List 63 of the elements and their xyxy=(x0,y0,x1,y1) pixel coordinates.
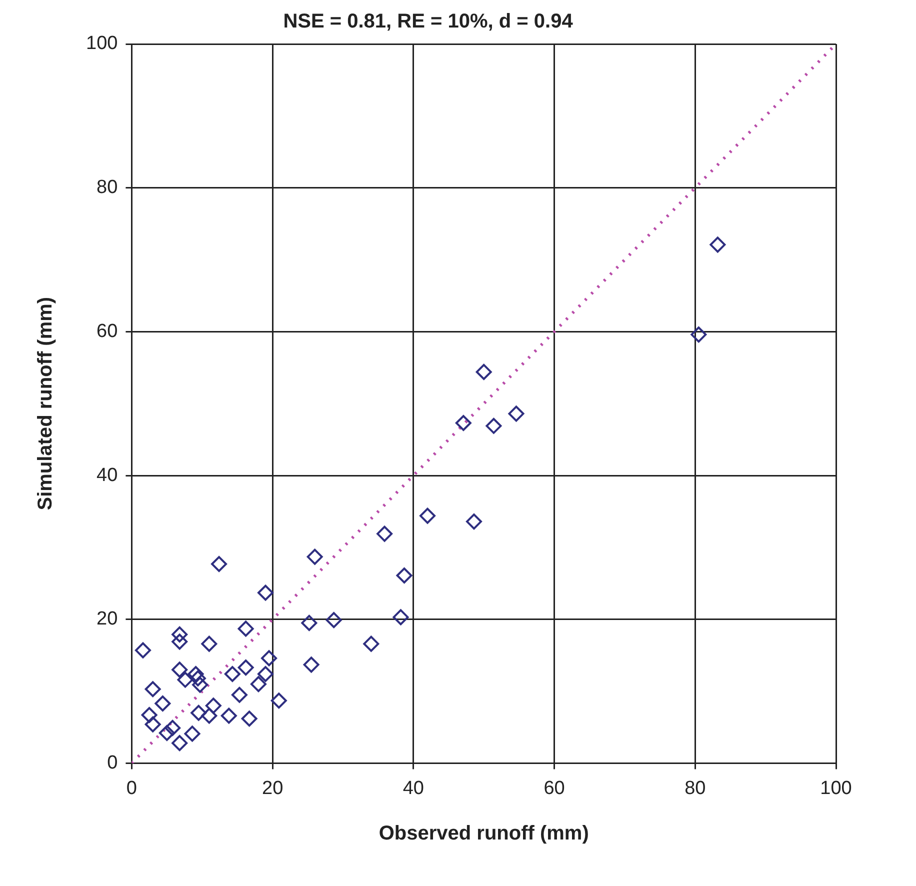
point xyxy=(270,692,287,709)
point xyxy=(158,724,175,741)
point xyxy=(486,418,502,434)
point xyxy=(172,662,188,678)
point xyxy=(220,708,237,724)
point xyxy=(466,514,482,530)
point xyxy=(211,556,228,572)
x-tick-label: 0 xyxy=(126,778,137,799)
point xyxy=(508,406,524,422)
point xyxy=(144,716,161,732)
point xyxy=(392,609,409,626)
x-tick-label: 100 xyxy=(820,778,852,799)
point xyxy=(184,726,200,742)
point xyxy=(301,614,318,631)
point xyxy=(134,642,151,658)
y-tick-label: 0 xyxy=(107,752,118,774)
chart-title: NSE = 0.81, RE = 10%, d = 0.94 xyxy=(283,10,574,33)
point xyxy=(250,676,266,692)
y-tick-label: 60 xyxy=(96,320,118,342)
point xyxy=(164,720,181,736)
point xyxy=(238,660,254,676)
x-axis-title: Observed runoff (mm) xyxy=(378,822,589,845)
point xyxy=(177,672,194,688)
y-tick-label: 20 xyxy=(96,608,118,630)
point xyxy=(172,634,188,650)
point xyxy=(231,686,248,703)
x-tick-label: 80 xyxy=(684,778,706,799)
point xyxy=(326,612,342,628)
x-tick-label: 20 xyxy=(262,778,284,799)
point xyxy=(258,584,274,601)
point xyxy=(258,666,274,682)
point xyxy=(241,710,258,727)
point xyxy=(205,698,222,714)
point xyxy=(190,670,206,686)
y-tick-label: 100 xyxy=(86,33,118,54)
point xyxy=(188,666,204,682)
x-tick-label: 60 xyxy=(544,778,565,799)
point xyxy=(172,735,188,752)
point xyxy=(476,364,492,380)
point xyxy=(154,696,171,712)
y-tick-label: 80 xyxy=(96,177,118,198)
point xyxy=(363,636,380,652)
point xyxy=(190,704,207,721)
point xyxy=(201,708,218,724)
point xyxy=(396,567,412,584)
point xyxy=(420,508,436,524)
point xyxy=(238,620,254,637)
point xyxy=(144,681,161,698)
point xyxy=(261,650,278,666)
point xyxy=(224,666,240,682)
x-tick-label: 40 xyxy=(402,778,424,799)
point xyxy=(376,526,393,542)
point xyxy=(303,656,320,673)
point xyxy=(690,326,707,343)
point xyxy=(192,676,208,693)
y-axis-title: Simulated runoff (mm) xyxy=(34,296,57,510)
point xyxy=(201,636,218,652)
point xyxy=(172,626,188,642)
point xyxy=(710,236,726,253)
point xyxy=(141,707,158,724)
y-tick-label: 40 xyxy=(96,464,118,486)
point xyxy=(455,415,472,432)
point xyxy=(306,548,323,565)
